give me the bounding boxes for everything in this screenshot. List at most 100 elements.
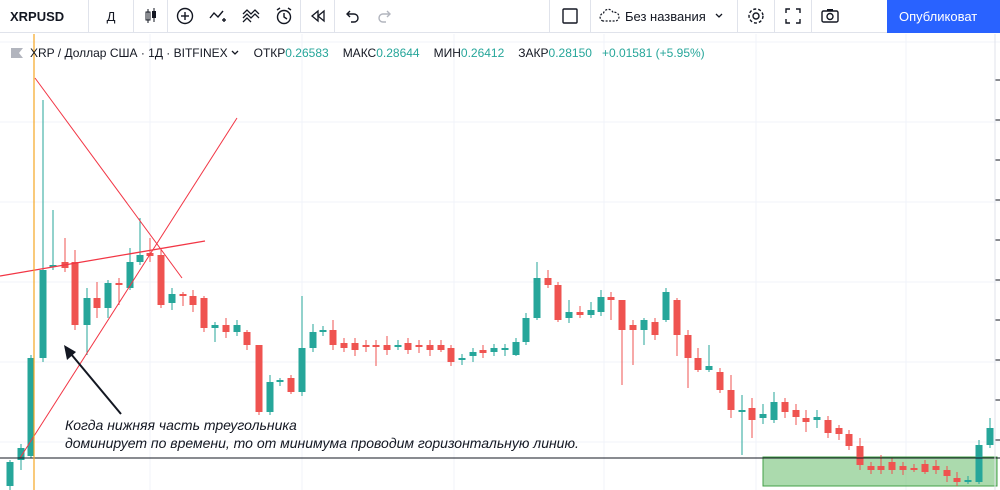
candle-body[interactable] [49,265,57,267]
candle-body[interactable] [921,464,929,472]
candle-body[interactable] [17,448,25,460]
candle-body[interactable] [115,283,123,285]
candle-body[interactable] [877,466,885,470]
candle-body[interactable] [662,292,670,320]
candle-body[interactable] [770,402,778,420]
candle-body[interactable] [447,348,455,362]
candle-body[interactable] [83,298,91,325]
templates-icon[interactable] [234,0,267,33]
candle-body[interactable] [309,332,317,348]
candle-body[interactable] [126,262,134,288]
candle-body[interactable] [565,312,573,318]
candle-body[interactable] [738,410,746,412]
candle-body[interactable] [640,320,648,330]
annotation-text[interactable]: Когда нижняя часть треугольника доминиру… [65,416,579,452]
candle-body[interactable] [910,468,918,470]
candle-body[interactable] [953,478,961,482]
trendline-ascending[interactable] [19,117,238,459]
candle-body[interactable] [792,410,800,417]
flag-icon[interactable] [10,47,24,59]
candle-body[interactable] [233,325,241,332]
candle-body[interactable] [404,343,412,350]
candle-body[interactable] [383,345,391,350]
candle-body[interactable] [932,466,940,470]
candle-body[interactable] [157,255,165,305]
candle-body[interactable] [136,255,144,262]
candle-body[interactable] [943,470,951,476]
candle-body[interactable] [727,390,735,410]
candle-body[interactable] [179,294,187,296]
candle-body[interactable] [329,330,337,345]
candle-body[interactable] [888,462,896,470]
candle-body[interactable] [522,318,530,342]
legend-title[interactable]: XRP / Доллар США · 1Д · BITFINEX [30,46,228,60]
price-chart[interactable] [0,34,1000,490]
candle-body[interactable] [372,345,380,347]
candle-body[interactable] [899,466,907,470]
candle-body[interactable] [673,300,681,335]
candle-body[interactable] [93,298,101,308]
candle-body[interactable] [986,428,994,445]
candle-body[interactable] [104,283,112,308]
target-zone-box[interactable] [762,456,998,487]
candle-body[interactable] [544,278,552,285]
layout-icon[interactable] [550,0,590,33]
candle-body[interactable] [716,372,724,390]
candle-body[interactable] [802,418,810,422]
candle-body[interactable] [867,466,875,470]
candle-body[interactable] [748,408,756,420]
interval-button[interactable]: Д [106,8,116,24]
candle-body[interactable] [845,434,853,446]
alert-icon[interactable] [267,0,300,33]
candle-body[interactable] [618,300,626,330]
candle-body[interactable] [694,358,702,370]
symbol-search-button[interactable]: XRPUSD [10,8,65,24]
indicators-icon[interactable] [201,0,234,33]
candle-body[interactable] [490,348,498,352]
candle-body[interactable] [437,345,445,350]
candle-body[interactable] [27,358,35,456]
candle-body[interactable] [964,480,972,482]
candle-body[interactable] [351,343,359,350]
trendline-descending[interactable] [34,77,183,279]
candle-body[interactable] [6,462,14,486]
candle-body[interactable] [426,345,434,350]
publish-button[interactable]: Опубликоват [887,0,1000,33]
candle-body[interactable] [587,310,595,315]
candle-body[interactable] [684,335,692,358]
candle-body[interactable] [597,297,605,312]
candle-body[interactable] [479,350,487,353]
add-indicator-icon[interactable] [168,0,201,33]
candle-body[interactable] [394,345,402,347]
chevron-down-icon[interactable] [230,48,240,58]
candles-icon[interactable] [134,0,167,33]
gear-icon[interactable] [738,0,774,33]
candle-body[interactable] [298,348,306,392]
candle-body[interactable] [39,270,47,358]
candle-body[interactable] [200,298,208,328]
candle-body[interactable] [276,380,284,382]
camera-icon[interactable] [812,0,848,33]
candle-body[interactable] [512,342,520,355]
candle-body[interactable] [975,445,983,482]
candle-body[interactable] [287,378,295,392]
candle-body[interactable] [362,345,370,347]
candle-body[interactable] [266,382,274,412]
candle-body[interactable] [533,278,541,318]
candle-body[interactable] [813,417,821,420]
candle-body[interactable] [835,428,843,434]
candle-body[interactable] [607,297,615,300]
redo-icon[interactable] [368,0,401,33]
trendline-upper[interactable] [0,240,206,277]
candle-body[interactable] [469,352,477,356]
candle-body[interactable] [458,358,466,360]
candle-body[interactable] [71,262,79,325]
candle-body[interactable] [222,325,230,332]
candle-body[interactable] [576,312,584,315]
undo-icon[interactable] [335,0,368,33]
candle-body[interactable] [856,446,864,465]
replay-icon[interactable] [301,0,334,33]
layout-name-button[interactable]: Без названия [591,0,737,33]
candle-body[interactable] [554,285,562,320]
candle-body[interactable] [255,345,263,412]
